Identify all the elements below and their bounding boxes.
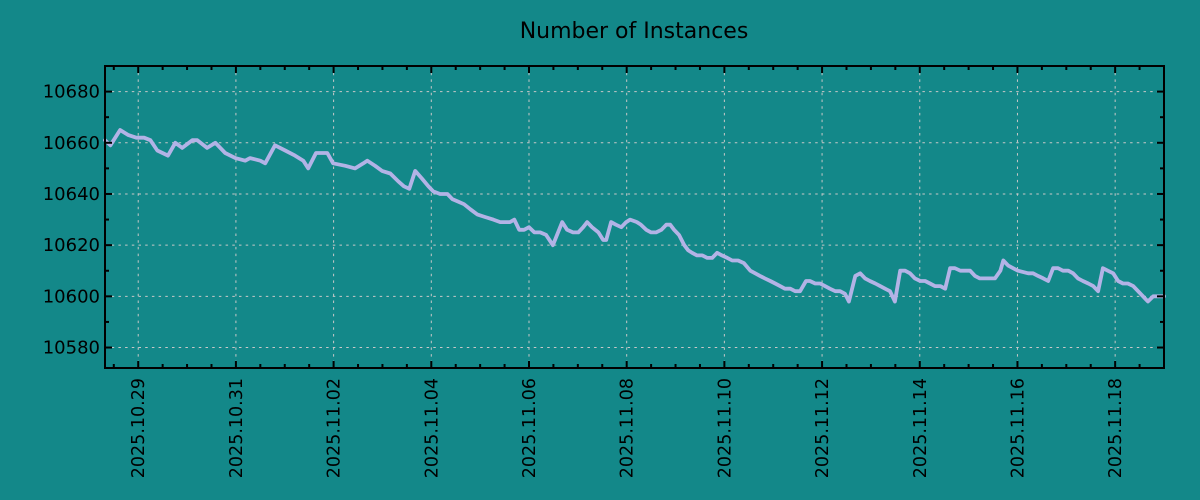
x-tick-label: 2025.11.18 [1106,378,1126,478]
x-tick-label: 2025.11.06 [520,378,540,478]
x-tick-label: 2025.11.10 [715,378,735,478]
y-tick-label: 10580 [43,338,100,359]
chart-title: Number of Instances [520,19,749,44]
y-tick-label: 10600 [43,286,100,307]
x-tick-label: 2025.10.29 [129,378,149,478]
data-line [103,128,1166,304]
x-tick-label: 2025.10.31 [227,378,247,478]
y-tick-label: 10640 [43,184,100,205]
x-tick-label: 2025.11.16 [1008,378,1028,478]
y-tick-label: 10660 [43,133,100,154]
x-tick-label: 2025.11.04 [422,378,442,478]
y-tick-label: 10620 [43,235,100,256]
x-tick-label: 2025.11.02 [325,378,345,478]
data-series [103,128,1166,304]
plot-border [104,65,1165,369]
axes [104,65,1165,369]
gridlines [105,66,1164,368]
x-tick-label: 2025.11.14 [911,378,931,478]
axis-labels: 10580 10600 10620 10640 10660 10680 2025.10.29… [43,82,1126,479]
x-tick-label: 2025.11.08 [618,378,638,478]
x-tick-label: 2025.11.12 [813,378,833,478]
y-tick-label: 10680 [43,82,100,103]
